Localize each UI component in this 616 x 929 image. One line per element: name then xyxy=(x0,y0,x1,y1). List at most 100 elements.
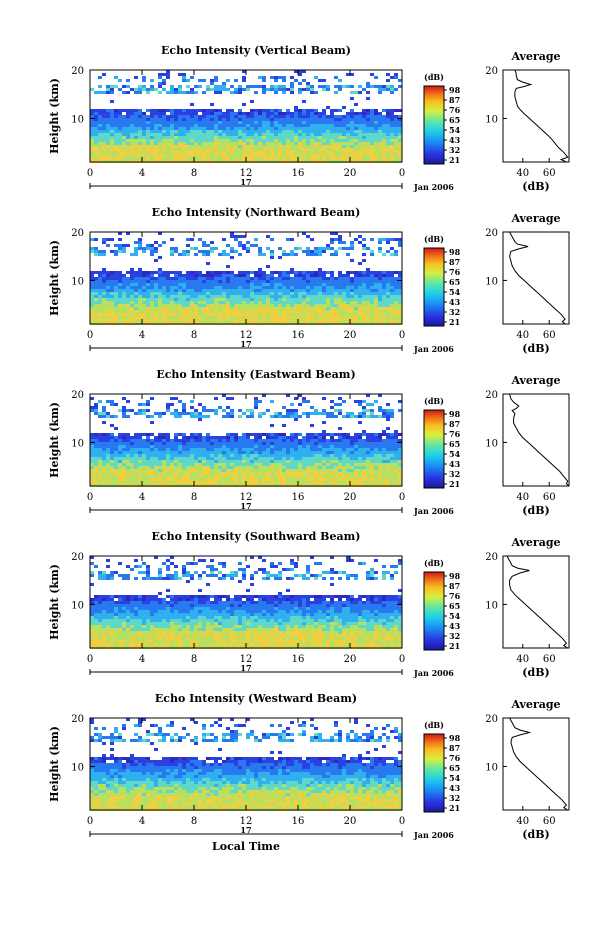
heatmap-cell xyxy=(290,436,294,439)
heatmap-cell xyxy=(190,433,194,436)
heatmap-cell xyxy=(210,478,214,481)
heatmap-cell xyxy=(218,481,222,484)
heatmap-cell xyxy=(314,247,318,250)
heatmap-cell xyxy=(298,274,302,277)
heatmap-cell xyxy=(134,130,138,133)
heatmap-cell xyxy=(382,133,386,136)
heatmap-cell xyxy=(322,151,326,154)
heatmap-cell xyxy=(138,85,142,88)
heatmap-cell xyxy=(182,433,186,436)
heatmap-cell xyxy=(282,124,286,127)
heatmap-cell xyxy=(214,247,218,250)
heatmap-cell xyxy=(126,133,130,136)
heatmap-cell xyxy=(302,136,306,139)
heatmap-cell xyxy=(190,481,194,484)
heatmap-cell xyxy=(138,289,142,292)
heatmap-cell xyxy=(358,481,362,484)
heatmap-cell xyxy=(374,271,378,274)
heatmap-cell xyxy=(398,148,402,151)
heatmap-cell xyxy=(218,469,222,472)
heatmap-cell xyxy=(358,145,362,148)
heatmap-cell xyxy=(174,307,178,310)
heatmap-cell xyxy=(346,85,350,88)
heatmap-cell xyxy=(394,148,398,151)
heatmap-cell xyxy=(238,244,242,247)
heatmap-cell xyxy=(94,115,98,118)
heatmap-cell xyxy=(366,454,370,457)
heatmap-cell xyxy=(214,139,218,142)
heatmap-cell xyxy=(366,445,370,448)
heatmap-cell xyxy=(110,424,114,427)
heatmap-cell xyxy=(266,298,270,301)
heatmap-cell xyxy=(262,310,266,313)
heatmap-cell xyxy=(270,400,274,403)
heatmap-cell xyxy=(306,286,310,289)
heatmap-cell xyxy=(394,298,398,301)
heatmap-cell xyxy=(214,481,218,484)
heatmap-cell xyxy=(238,130,242,133)
heatmap-cell xyxy=(310,439,314,442)
heatmap-cell xyxy=(182,115,186,118)
heatmap-cell xyxy=(398,292,402,295)
heatmap-cell xyxy=(158,76,162,79)
heatmap-cell xyxy=(378,241,382,244)
colorbar-tick-label: 65 xyxy=(449,277,460,287)
heatmap-cell xyxy=(270,121,274,124)
heatmap-cell xyxy=(122,133,126,136)
heatmap-cell xyxy=(286,154,290,157)
heatmap-cell xyxy=(386,238,390,241)
heatmap-cell xyxy=(330,142,334,145)
heatmap-cell xyxy=(214,310,218,313)
heatmap-cell xyxy=(366,148,370,151)
heatmap-cell xyxy=(174,139,178,142)
heatmap-cell xyxy=(238,481,242,484)
heatmap-cell xyxy=(330,109,334,112)
heatmap-cell xyxy=(294,271,298,274)
heatmap-cell xyxy=(98,445,102,448)
heatmap-cell xyxy=(366,127,370,130)
heatmap-cell xyxy=(114,148,118,151)
heatmap-cell xyxy=(358,148,362,151)
heatmap-cell xyxy=(198,457,202,460)
heatmap-cell xyxy=(274,295,278,298)
heatmap-cell xyxy=(298,124,302,127)
heatmap-cell xyxy=(198,442,202,445)
heatmap-cell xyxy=(114,460,118,463)
heatmap-cell xyxy=(394,439,398,442)
heatmap-cell xyxy=(338,451,342,454)
heatmap-cell xyxy=(190,460,194,463)
heatmap-cell xyxy=(186,286,190,289)
heatmap-cell xyxy=(346,148,350,151)
heatmap-cell xyxy=(102,253,106,256)
heatmap-cell xyxy=(346,127,350,130)
heatmap-cell xyxy=(222,298,226,301)
heatmap-cell xyxy=(194,442,198,445)
heatmap-cell xyxy=(226,112,230,115)
heatmap-cell xyxy=(390,481,394,484)
heatmap-cell xyxy=(374,139,378,142)
heatmap-cell xyxy=(386,85,390,88)
heatmap-cell xyxy=(234,472,238,475)
heatmap-cell xyxy=(210,121,214,124)
heatmap-cell xyxy=(158,85,162,88)
heatmap-cell xyxy=(142,439,146,442)
heatmap-cell xyxy=(378,316,382,319)
heatmap-cell xyxy=(390,319,394,322)
heatmap-cell xyxy=(250,301,254,304)
heatmap-cell xyxy=(258,133,262,136)
heatmap-cell xyxy=(262,145,266,148)
heatmap-cell xyxy=(262,298,266,301)
heatmap-cell xyxy=(122,439,126,442)
heatmap-cell xyxy=(206,460,210,463)
heatmap-cell xyxy=(142,136,146,139)
heatmap-cell xyxy=(174,91,178,94)
heatmap-cell xyxy=(306,292,310,295)
heatmap-cell xyxy=(342,436,346,439)
heatmap-cell xyxy=(294,448,298,451)
heatmap-cell xyxy=(142,121,146,124)
heatmap-cell xyxy=(262,301,266,304)
heatmap-cell xyxy=(170,292,174,295)
heatmap-cell xyxy=(350,463,354,466)
heatmap-cell xyxy=(326,298,330,301)
heatmap-cell xyxy=(306,466,310,469)
